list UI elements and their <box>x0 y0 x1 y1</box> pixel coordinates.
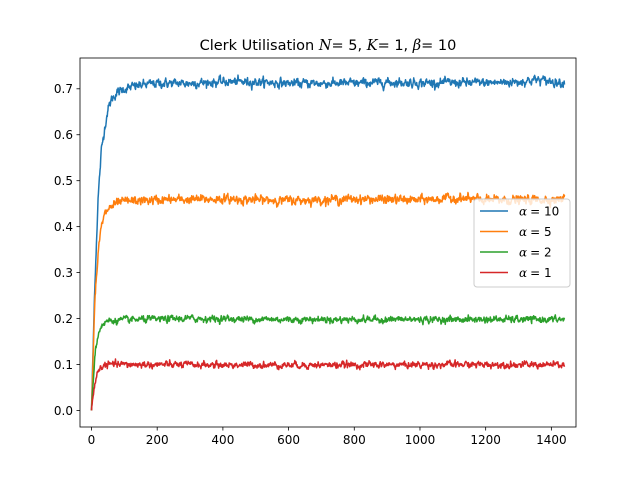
legend-label: α = 1 <box>519 266 552 280</box>
y-tick-label: 0.3 <box>54 266 73 280</box>
legend-box <box>473 198 571 288</box>
x-tick-label: 800 <box>343 433 366 447</box>
legend: α = 10 α = 5 α = 2 α = 1 <box>473 198 571 288</box>
y-tick-label: 0.2 <box>54 312 73 326</box>
y-tick-label: 0.0 <box>54 404 73 418</box>
legend-label: α = 5 <box>519 225 552 239</box>
axes-layer: 0 200 400 600 800 1000 1200 1400 0.0 0.1 0.2 0.3 0.4… <box>54 57 577 447</box>
series-line-3 <box>90 314 566 411</box>
legend-label: α = 2 <box>519 245 552 259</box>
x-tick-label: 1000 <box>405 433 436 447</box>
series-line-4 <box>90 358 566 411</box>
series-line-1 <box>90 74 566 411</box>
y-tick-label: 0.1 <box>54 358 73 372</box>
series-layer <box>90 74 566 411</box>
x-tick-label: 200 <box>146 433 169 447</box>
x-tick-label: 400 <box>211 433 234 447</box>
plot-area: 0 200 400 600 800 1000 1200 1400 0.0 0.1 0.2 0.3 0.4… <box>54 57 577 447</box>
x-tick-label: 1400 <box>536 433 567 447</box>
y-tick-label: 0.6 <box>54 128 73 142</box>
axes-frame <box>79 57 577 428</box>
y-tick-label: 0.7 <box>54 82 73 96</box>
chart-title: Clerk Utilisation N= 5, K= 1, β= 10 <box>200 38 457 54</box>
legend-label: α = 10 <box>519 204 559 218</box>
x-tick-label: 0 <box>88 433 96 447</box>
x-tick-label: 1200 <box>470 433 501 447</box>
y-tick-label: 0.5 <box>54 174 73 188</box>
y-tick-label: 0.4 <box>54 220 73 234</box>
x-tick-label: 600 <box>277 433 300 447</box>
